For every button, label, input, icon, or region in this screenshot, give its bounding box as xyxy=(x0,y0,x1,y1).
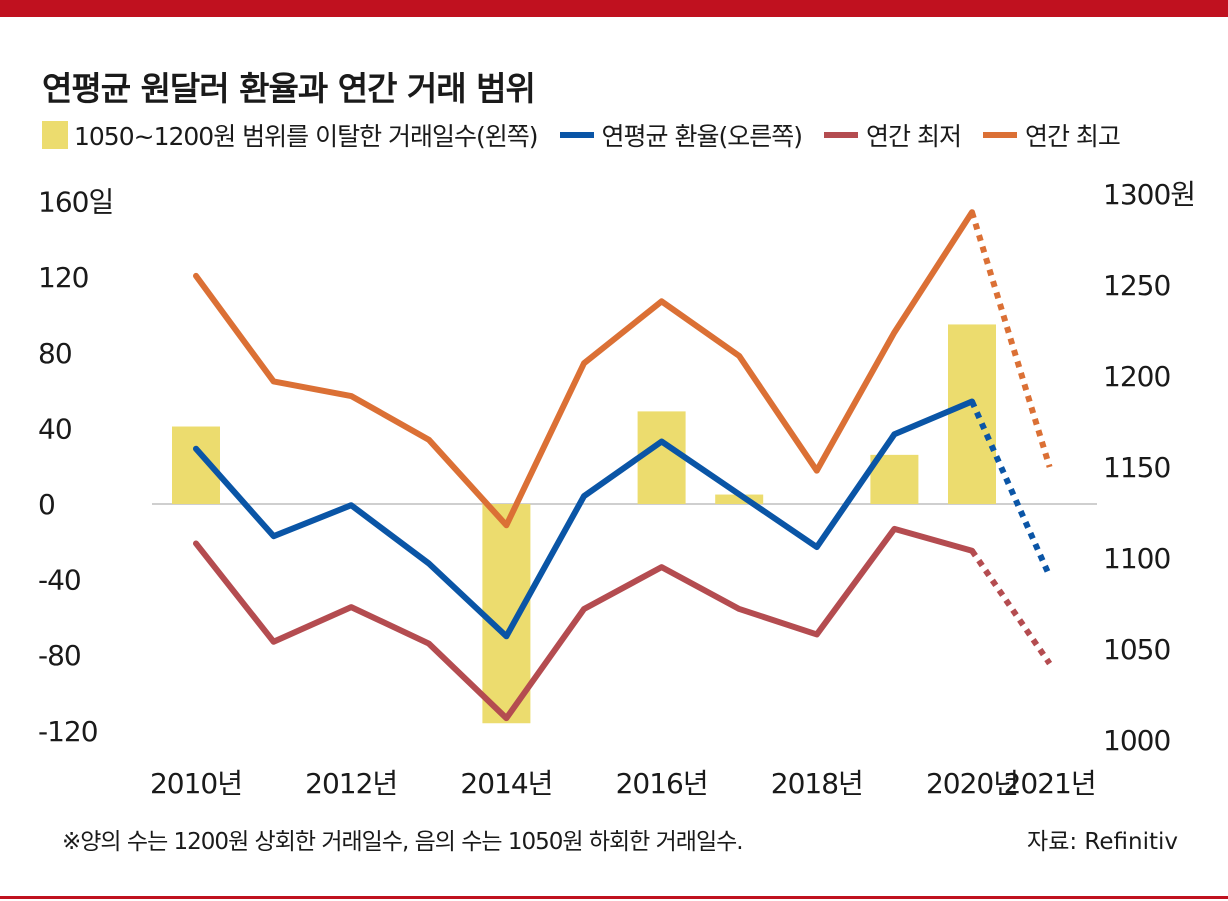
left-axis-tick: 0 xyxy=(38,488,55,521)
legend-item-low: 연간 최저 xyxy=(824,117,962,153)
left-axis-tick: 120 xyxy=(38,261,88,294)
bottom-rule xyxy=(0,896,1228,899)
bar-outside-range-days xyxy=(715,494,764,504)
x-axis-tick: 2018년 xyxy=(771,767,863,800)
line-annual-average-projection xyxy=(969,400,1053,578)
bar-outside-range-days xyxy=(948,324,996,504)
line-annual-low-projection xyxy=(969,549,1053,666)
right-axis-tick: 1300원 xyxy=(1103,178,1195,211)
right-axis-tick: 1100 xyxy=(1103,542,1170,575)
right-axis-tick: 1050 xyxy=(1103,633,1170,666)
legend-swatch-bar xyxy=(42,121,68,149)
x-axis-tick: 2014년 xyxy=(460,767,552,800)
source-credit: 자료: Refinitiv xyxy=(1027,829,1178,855)
left-axis-tick: 160일 xyxy=(38,186,113,219)
x-axis-tick: 2016년 xyxy=(616,767,708,800)
bar-outside-range-days xyxy=(482,504,531,724)
bar-outside-range-days xyxy=(870,454,919,504)
x-axis-tick: 2020년 xyxy=(926,767,1018,800)
legend-label-low: 연간 최저 xyxy=(866,122,962,151)
legend-item-high: 연간 최고 xyxy=(982,117,1121,153)
legend-label-high: 연간 최고 xyxy=(1024,122,1121,151)
line-annual-high xyxy=(193,209,975,529)
line-annual-average xyxy=(193,398,975,640)
line-annual-high-projection xyxy=(969,211,1053,468)
legend-item-bar: 1050~1200원 범위를 이탈한 거래일수(왼쪽) xyxy=(42,117,539,153)
legend-swatch-high xyxy=(982,132,1017,138)
left-axis-tick: -120 xyxy=(38,715,98,748)
top-rule xyxy=(0,0,1228,17)
line-annual-low xyxy=(193,525,975,722)
left-axis-tick: -40 xyxy=(38,564,81,597)
legend-label-bar: 1050~1200원 범위를 이탈한 거래일수(왼쪽) xyxy=(74,122,539,151)
right-axis-tick: 1000 xyxy=(1103,724,1170,757)
legend-swatch-low xyxy=(824,132,859,138)
legend-label-avg: 연평균 환율(오른쪽) xyxy=(601,122,803,151)
right-axis-tick: 1150 xyxy=(1103,451,1170,484)
legend-item-avg: 연평균 환율(오른쪽) xyxy=(559,117,803,153)
x-axis-tick: 2010년 xyxy=(150,767,242,800)
bar-outside-range-days xyxy=(637,411,686,504)
legend: 1050~1200원 범위를 이탈한 거래일수(왼쪽) 연평균 환율(오른쪽) … xyxy=(42,118,1142,152)
left-axis-tick: 40 xyxy=(38,412,72,445)
right-axis-tick: 1200 xyxy=(1103,360,1170,393)
footnote: ※양의 수는 1200원 상회한 거래일수, 음의 수는 1050원 하회한 거… xyxy=(62,829,744,855)
left-axis-tick: 80 xyxy=(38,337,72,370)
chart-title: 연평균 원달러 환율과 연간 거래 범위 xyxy=(42,69,536,108)
x-axis-tick: 2012년 xyxy=(305,767,397,800)
x-axis-tick: 2021년 xyxy=(1004,767,1096,800)
legend-swatch-avg xyxy=(559,132,594,138)
left-axis-tick: -80 xyxy=(38,639,81,672)
right-axis-tick: 1250 xyxy=(1103,269,1170,302)
